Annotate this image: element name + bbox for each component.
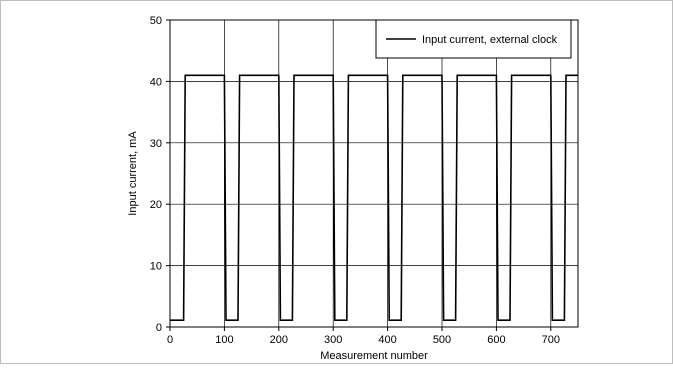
y-tick-label: 30 (150, 138, 162, 150)
x-axis-label: Measurement number (320, 350, 428, 362)
y-tick-label: 40 (150, 76, 162, 88)
x-tick-label: 400 (378, 334, 396, 346)
plot-area-border (169, 19, 579, 328)
y-tick-label: 0 (156, 322, 162, 334)
series-lines (170, 74, 578, 322)
x-tick-label: 200 (270, 334, 288, 346)
x-tick-label: 500 (433, 334, 451, 346)
legend-label-input-current: Input current, external clock (422, 34, 558, 46)
x-tick-label: 600 (487, 334, 505, 346)
y-tick-label: 50 (150, 15, 162, 27)
y-tick-label: 20 (150, 199, 162, 211)
x-tick-label: 100 (215, 334, 233, 346)
legend: Input current, external clock (375, 19, 572, 59)
x-axis-ticks: 0 100 200 300 400 500 600 700 (167, 327, 560, 346)
y-axis-label: Input current, mA (127, 131, 139, 216)
series-line-0 (170, 74, 578, 322)
y-tick-label: 10 (150, 261, 162, 273)
x-tick-label: 700 (542, 334, 560, 346)
x-tick-label: 300 (324, 334, 342, 346)
x-tick-label: 0 (167, 334, 173, 346)
y-axis-ticks: 0 10 20 30 40 50 (150, 15, 170, 334)
